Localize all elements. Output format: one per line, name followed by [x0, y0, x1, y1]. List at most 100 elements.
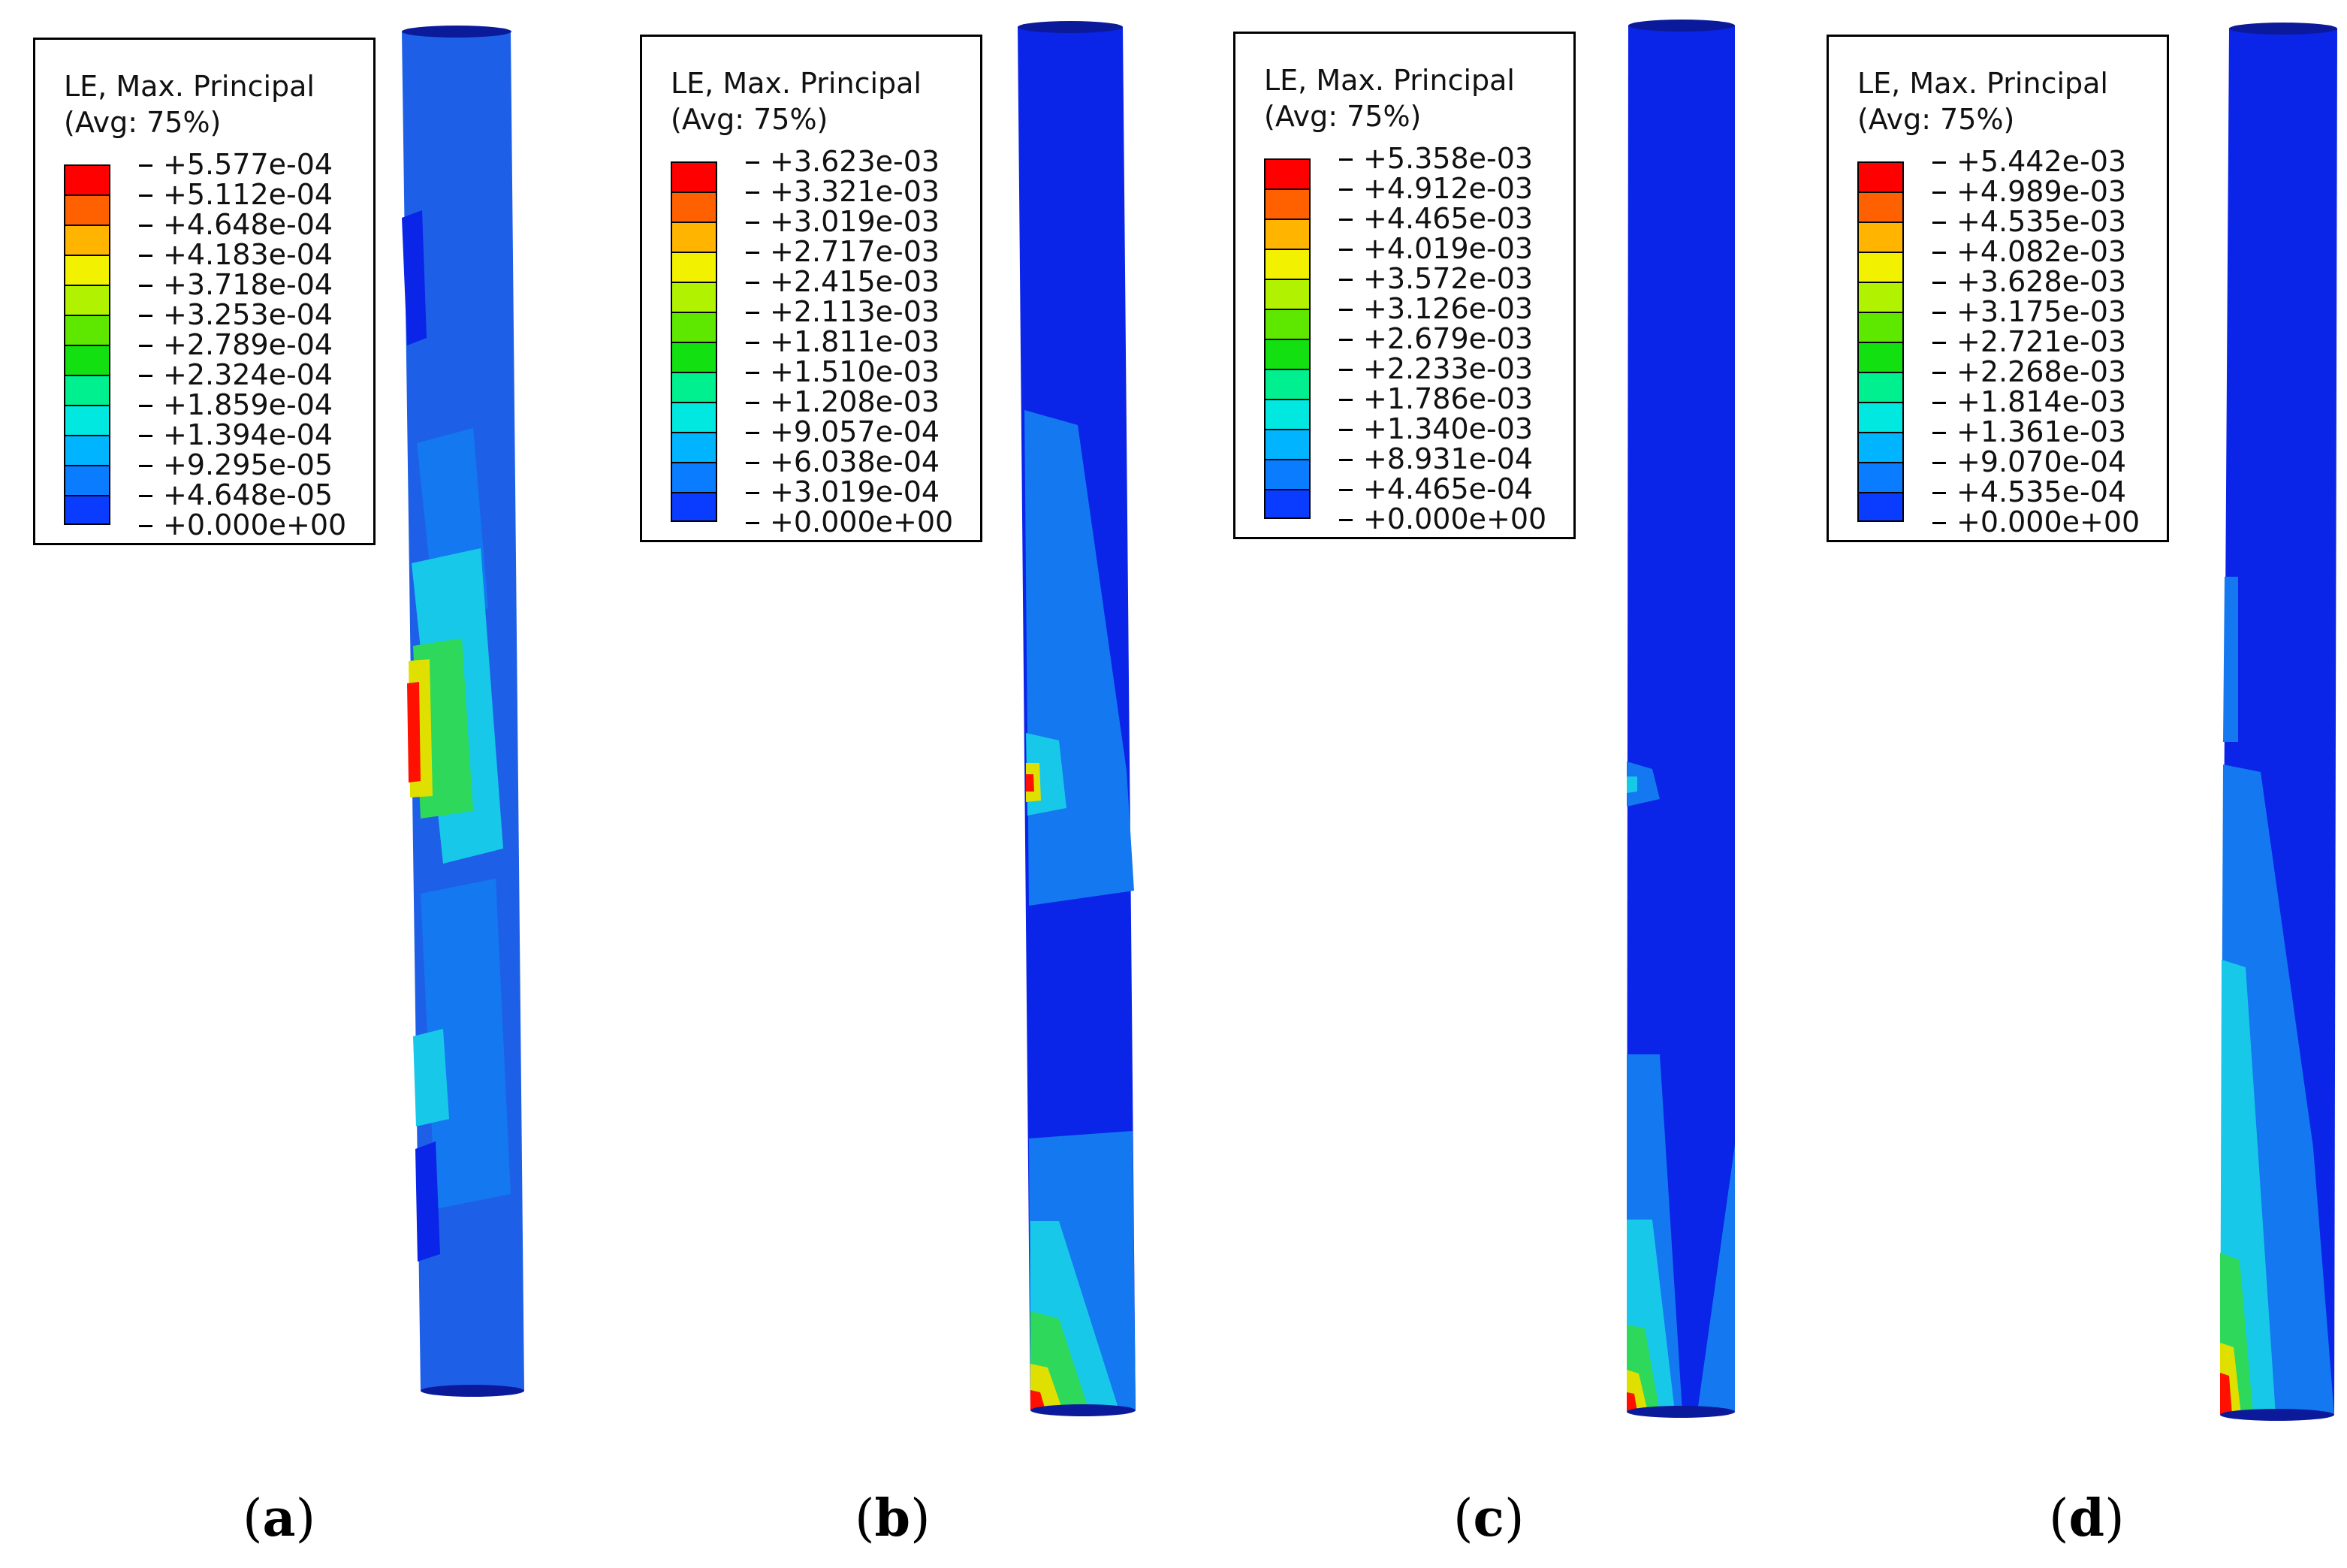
legend-b: LE, Max. Principal (Avg: 75%) +3.623e-03…: [640, 35, 982, 542]
scale-value-label: +9.070e-04: [1956, 445, 2127, 478]
color-swatch: [1264, 429, 1311, 459]
scale-value-label: +3.126e-03: [1363, 292, 1534, 325]
scale-tick: [746, 282, 759, 284]
panel-label-a: (a): [243, 1488, 316, 1548]
color-swatch: [64, 315, 110, 345]
scale-value-label: +3.718e-04: [163, 268, 333, 301]
scale-value-label: +4.183e-04: [163, 238, 333, 271]
legend-subtitle: (Avg: 75%): [64, 106, 222, 139]
scale-tick: [1932, 222, 1946, 224]
scale-value-label: +4.648e-04: [163, 208, 333, 241]
scale-tick: [746, 222, 759, 224]
scale-tick: [746, 462, 759, 464]
scale-tick: [1932, 432, 1946, 434]
scale-tick: [1339, 429, 1353, 431]
legend-c: LE, Max. Principal (Avg: 75%) +5.358e-03…: [1233, 32, 1576, 539]
scale-tick: [1339, 459, 1353, 461]
color-swatch: [671, 342, 717, 372]
scale-tick: [139, 285, 152, 287]
color-swatch: [1264, 309, 1311, 339]
scale-value-label: +9.057e-04: [770, 415, 940, 448]
scale-tick: [1339, 219, 1353, 221]
color-swatch: [64, 255, 110, 285]
scale-tick: [746, 372, 759, 374]
scale-tick: [139, 495, 152, 497]
scale-tick: [1932, 372, 1946, 374]
scale-value-label: +4.989e-03: [1956, 175, 2127, 208]
color-scale-border: [671, 161, 717, 522]
scale-tick: [139, 315, 152, 317]
scale-tick: [1932, 161, 1946, 164]
color-swatch: [671, 282, 717, 312]
color-swatch: [64, 495, 110, 525]
scale-tick: [746, 312, 759, 314]
scale-value-label: +3.019e-04: [770, 475, 940, 508]
scale-value-label: +1.786e-03: [1363, 382, 1534, 415]
scale-value-label: +3.019e-03: [770, 205, 940, 238]
color-swatch: [1857, 222, 1904, 252]
column-b-fan-red: [1030, 1390, 1045, 1410]
scale-tick: [1339, 309, 1353, 311]
scale-tick: [139, 435, 152, 437]
scale-tick: [746, 402, 759, 404]
scale-tick: [1932, 492, 1946, 494]
color-swatch: [1857, 161, 1904, 191]
scale-value-label: +3.572e-03: [1363, 262, 1534, 295]
column-c-top-cap: [1628, 20, 1735, 32]
scale-tick: [139, 405, 152, 407]
scale-value-label: +4.019e-03: [1363, 232, 1534, 265]
scale-value-label: +3.628e-03: [1956, 265, 2127, 298]
scale-tick: [1932, 342, 1946, 344]
color-swatch: [671, 462, 717, 492]
scale-value-label: +1.811e-03: [770, 325, 940, 358]
legend-subtitle: (Avg: 75%): [671, 103, 828, 136]
scale-value-label: +4.535e-04: [1956, 475, 2127, 508]
column-d: [2220, 23, 2337, 1421]
scale-value-label: +2.113e-03: [770, 295, 940, 328]
scale-tick: [1932, 402, 1946, 404]
scale-tick: [746, 161, 759, 164]
color-swatch: [1264, 219, 1311, 249]
scale-value-label: +4.465e-03: [1363, 202, 1534, 235]
legend-d: LE, Max. Principal (Avg: 75%) +5.442e-03…: [1827, 35, 2169, 542]
column-d-band-upper: [2223, 577, 2238, 742]
scale-tick: [1339, 279, 1353, 281]
legend-title: LE, Max. Principal: [1857, 67, 2108, 100]
column-a-region-lower: [421, 879, 511, 1209]
column-d-bottom-cap: [2220, 1409, 2334, 1421]
color-swatch: [64, 345, 110, 375]
scale-tick: [139, 525, 152, 527]
color-swatch: [1857, 432, 1904, 462]
color-scale-border: [64, 164, 110, 525]
scale-value-label: +3.321e-03: [770, 175, 940, 208]
color-swatch: [1857, 492, 1904, 522]
color-swatch: [64, 225, 110, 255]
column-a-shade-left: [402, 210, 427, 345]
panel-label-b: (b): [855, 1488, 931, 1548]
column-b: [1018, 21, 1136, 1416]
color-swatch: [671, 252, 717, 282]
scale-tick: [1932, 191, 1946, 194]
scale-tick: [139, 194, 152, 197]
scale-tick: [1932, 522, 1946, 524]
column-a-dark-bottom: [415, 1141, 440, 1262]
scale-tick: [1932, 252, 1946, 254]
panel-label-c: (c): [1453, 1488, 1525, 1548]
scale-value-label: +5.112e-04: [163, 178, 333, 211]
scale-value-label: +3.253e-04: [163, 298, 333, 331]
scale-value-label: +2.415e-03: [770, 265, 940, 298]
color-swatch: [1264, 249, 1311, 279]
scale-tick: [139, 225, 152, 227]
scale-value-label: +1.510e-03: [770, 355, 940, 388]
scale-value-label: +4.465e-04: [1363, 472, 1534, 505]
column-d-top-cap: [2229, 23, 2337, 35]
column-a-region-lower-cyan: [413, 1029, 449, 1126]
column-c-band-lower-right: [1697, 1144, 1735, 1412]
scale-tick: [139, 255, 152, 257]
column-c: [1627, 20, 1735, 1418]
color-swatch: [64, 405, 110, 435]
scale-tick: [1339, 158, 1353, 161]
column-a-top-cap: [402, 26, 511, 38]
color-swatch: [1857, 342, 1904, 372]
scale-tick: [746, 492, 759, 494]
